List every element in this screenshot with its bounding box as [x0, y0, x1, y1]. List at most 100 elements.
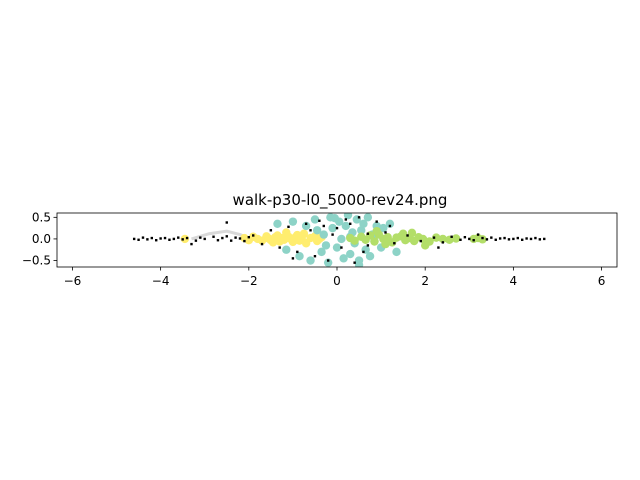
data-point: [516, 236, 519, 240]
x-tick-label: 4: [510, 274, 518, 288]
data-point: [296, 250, 299, 254]
y-tick-label: 0.0: [32, 232, 51, 246]
data-point: [476, 233, 480, 236]
data-point: [485, 238, 489, 241]
data-point: [203, 237, 206, 241]
series-group: [132, 213, 546, 267]
data-point: [328, 223, 337, 233]
x-tick-label: 0: [333, 274, 341, 288]
data-point: [322, 224, 325, 228]
data-point: [520, 238, 524, 241]
x-tick-label: −6: [64, 274, 82, 288]
data-point: [366, 232, 370, 235]
y-tick-label: −0.5: [22, 254, 51, 268]
data-point: [398, 229, 408, 238]
data-point: [406, 234, 409, 237]
data-point: [238, 237, 242, 240]
data-point: [363, 213, 373, 222]
data-point: [420, 241, 430, 250]
data-point: [353, 261, 356, 264]
data-point: [385, 219, 395, 228]
data-point: [459, 238, 462, 241]
data-point: [339, 254, 348, 263]
data-point: [177, 236, 180, 239]
data-point: [340, 246, 343, 249]
data-point: [365, 252, 375, 261]
data-point: [381, 239, 390, 249]
data-point: [375, 220, 378, 223]
data-point: [287, 225, 290, 229]
data-point: [498, 237, 502, 240]
data-point: [370, 237, 379, 246]
data-point: [432, 236, 436, 239]
data-point: [451, 234, 461, 243]
data-point: [212, 235, 215, 238]
data-point: [260, 242, 264, 246]
data-point: [295, 252, 304, 261]
data-point: [357, 226, 366, 235]
data-point: [229, 239, 233, 242]
data-point: [362, 250, 365, 254]
data-point: [163, 236, 167, 240]
data-point: [393, 242, 396, 245]
data-point: [350, 236, 359, 245]
data-point: [438, 234, 448, 244]
data-point: [323, 258, 333, 267]
data-point: [384, 231, 387, 234]
data-point: [379, 223, 388, 233]
data-point: [185, 236, 189, 240]
data-point: [343, 213, 353, 220]
data-point: [268, 238, 278, 247]
data-point: [199, 236, 202, 239]
series-left-cluster: [180, 228, 326, 248]
data-point: [349, 222, 352, 225]
data-point: [321, 241, 331, 250]
data-point: [310, 215, 320, 224]
data-point: [407, 228, 417, 238]
data-point: [441, 241, 445, 244]
data-point: [326, 259, 330, 262]
data-point: [507, 238, 511, 241]
data-point: [141, 236, 145, 239]
data-point: [132, 237, 136, 241]
axes: −6 −4 −2 0 2 4 6 0.5 0.0 −0.5: [22, 211, 618, 288]
data-point: [234, 236, 237, 239]
data-point: [450, 235, 453, 238]
data-point: [481, 236, 484, 240]
data-point: [278, 246, 281, 249]
data-point: [344, 218, 348, 221]
data-point: [319, 230, 328, 239]
x-tick-label: −4: [152, 274, 170, 288]
data-point: [366, 244, 370, 247]
data-point: [247, 235, 251, 239]
data-point: [359, 219, 368, 228]
data-point: [392, 247, 401, 257]
data-point: [318, 219, 321, 222]
data-point: [357, 216, 361, 219]
data-point: [221, 236, 224, 240]
data-point: [341, 221, 351, 231]
data-point: [332, 243, 342, 252]
data-point: [503, 236, 506, 240]
data-point: [225, 221, 228, 224]
data-point: [472, 239, 475, 242]
data-point: [172, 237, 176, 241]
data-point: [529, 237, 533, 241]
data-point: [243, 239, 246, 243]
data-point: [525, 237, 528, 240]
data-point: [346, 249, 355, 259]
data-point: [330, 213, 339, 223]
data-point: [168, 238, 171, 241]
data-point: [146, 238, 149, 241]
data-point: [313, 255, 317, 258]
data-point: [543, 237, 546, 241]
data-point: [534, 236, 537, 240]
data-point: [432, 233, 441, 242]
data-point: [419, 239, 422, 243]
chart-title: walk-p30-l0_5000-rev24.png: [233, 191, 448, 210]
data-point: [337, 234, 346, 244]
data-point: [312, 226, 322, 235]
y-tick-label: 0.5: [32, 211, 51, 225]
data-point: [317, 247, 326, 257]
data-point: [468, 237, 471, 241]
